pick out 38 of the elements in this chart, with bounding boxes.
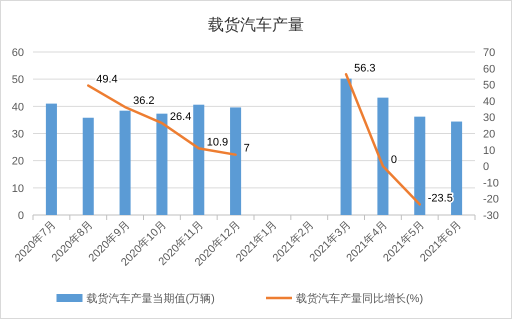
data-label: 7	[244, 142, 250, 155]
y2-tick-label: -30	[483, 210, 499, 222]
y-tick-label: 0	[18, 210, 24, 222]
data-label: 49.4	[96, 74, 118, 86]
bar	[377, 98, 388, 215]
bar	[46, 104, 57, 215]
data-label: 26.4	[170, 111, 192, 124]
bar	[193, 104, 204, 215]
y2-tick-label: 0	[483, 161, 490, 174]
y2-tick-label: 70	[483, 47, 496, 59]
legend-label: 载货汽车产量当期值(万辆)	[86, 292, 215, 305]
y2-tick-label: -20	[483, 194, 499, 206]
y-tick-label: 40	[12, 101, 24, 114]
data-label: 0	[390, 154, 398, 166]
data-label: 10.9	[206, 136, 228, 148]
bar	[120, 110, 131, 215]
y-tick-label: 50	[12, 74, 24, 86]
y-tick-label: 30	[12, 128, 24, 140]
data-label: 56.3	[354, 62, 376, 74]
data-label: 36.2	[133, 95, 155, 108]
bar	[414, 116, 426, 215]
y-tick-label: 10	[12, 182, 24, 195]
y-tick-label: 20	[12, 156, 24, 168]
bar	[82, 118, 94, 215]
bar	[340, 78, 352, 215]
y2-tick-label: 50	[483, 80, 496, 92]
bar	[156, 114, 168, 215]
y-tick-label: 60	[12, 47, 24, 59]
y2-tick-label: 10	[483, 144, 496, 157]
y2-tick-label: 40	[483, 96, 496, 108]
bar	[230, 107, 242, 215]
y2-tick-label: 20	[483, 128, 496, 140]
legend-label: 载货汽车产量同比增长(%)	[296, 292, 424, 305]
y2-tick-label: 30	[483, 112, 496, 124]
chart-title: 载货汽车产量	[208, 16, 304, 34]
bar	[451, 122, 462, 215]
y2-tick-label: -10	[483, 177, 499, 190]
y2-tick-label: 60	[483, 63, 496, 76]
